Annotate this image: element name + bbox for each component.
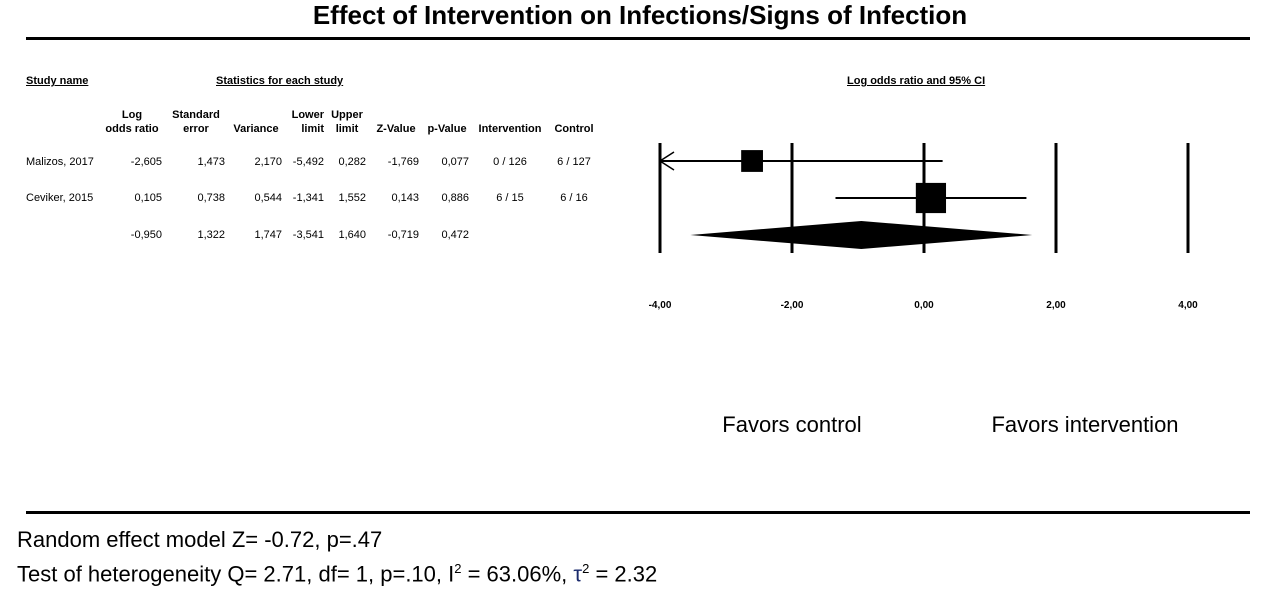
col-header-control: Control	[554, 123, 594, 135]
col-header-upper-limit: Upper limit	[331, 109, 363, 135]
lower-limit-cell: -5,492	[292, 156, 324, 168]
study-name-header: Study name	[26, 75, 89, 87]
x-tick-label: 2,00	[1046, 300, 1066, 311]
col-header-intervention: Intervention	[478, 123, 542, 135]
summary-p-value-cell: 0,472	[441, 229, 469, 241]
intervention-cell: 6 / 15	[496, 192, 524, 204]
col-header-z-value: Z-Value	[376, 123, 416, 135]
study-name-cell: Malizos, 2017	[26, 156, 94, 168]
upper-limit-cell: 0,282	[338, 156, 366, 168]
summary-lower-limit-cell: -3,541	[292, 229, 324, 241]
log-odds-ratio-cell: -2,605	[130, 156, 162, 168]
truncation-arrow	[658, 151, 675, 171]
bottom-rule	[26, 511, 1250, 514]
top-rule	[26, 37, 1250, 40]
log-odds-ratio-cell: 0,105	[134, 192, 162, 204]
standard-error-cell: 0,738	[197, 192, 225, 204]
statistics-header: Statistics for each study	[216, 75, 344, 87]
p-value-cell: 0,886	[441, 192, 469, 204]
col-header-log-odds-ratio: Log odds ratio	[105, 109, 159, 135]
lower-limit-cell: -1,341	[292, 192, 324, 204]
control-cell: 6 / 16	[560, 192, 588, 204]
x-tick-label: -2,00	[781, 300, 804, 311]
favors-control-label: Favors control	[722, 412, 861, 437]
col-header-p-value: p-Value	[427, 123, 467, 135]
study-estimate-square	[741, 150, 763, 172]
favors-intervention-label: Favors intervention	[991, 412, 1178, 437]
control-cell: 6 / 127	[557, 156, 591, 168]
standard-error-cell: 1,473	[197, 156, 225, 168]
summary-z-value-cell: -0,719	[387, 229, 419, 241]
summary-log-odds-ratio-cell: -0,950	[130, 229, 162, 241]
z-value-cell: -1,769	[387, 156, 419, 168]
heterogeneity-text: Test of heterogeneity Q= 2.71, df= 1, p=…	[17, 561, 658, 587]
x-tick-label: 4,00	[1178, 300, 1198, 311]
intervention-cell: 0 / 126	[493, 156, 527, 168]
study-name-cell: Ceviker, 2015	[26, 192, 94, 204]
upper-limit-cell: 1,552	[338, 192, 366, 204]
summary-upper-limit-cell: 1,640	[338, 229, 366, 241]
chart-title: Effect of Intervention on Infections/Sig…	[312, 0, 968, 30]
forest-plot: -4,00 -2,00 0,00 2,00 4,00 Favors control Favo…	[649, 143, 1198, 437]
col-header-variance: Variance	[233, 123, 279, 135]
summary-standard-error-cell: 1,322	[197, 229, 225, 241]
z-value-cell: 0,143	[391, 192, 419, 204]
x-tick-label: 0,00	[914, 300, 934, 311]
col-header-lower-limit: Lower limit	[291, 109, 324, 135]
p-value-cell: 0,077	[441, 156, 469, 168]
plot-header: Log odds ratio and 95% CI	[847, 75, 986, 87]
random-effect-model-text: Random effect model Z= -0.72, p=.47	[17, 527, 383, 552]
x-tick-label: -4,00	[649, 300, 672, 311]
col-header-standard-error: Standard error	[172, 109, 220, 135]
variance-cell: 0,544	[254, 192, 282, 204]
summary-diamond	[690, 221, 1033, 249]
summary-variance-cell: 1,747	[254, 229, 282, 241]
study-estimate-square	[915, 182, 947, 214]
variance-cell: 2,170	[254, 156, 282, 168]
